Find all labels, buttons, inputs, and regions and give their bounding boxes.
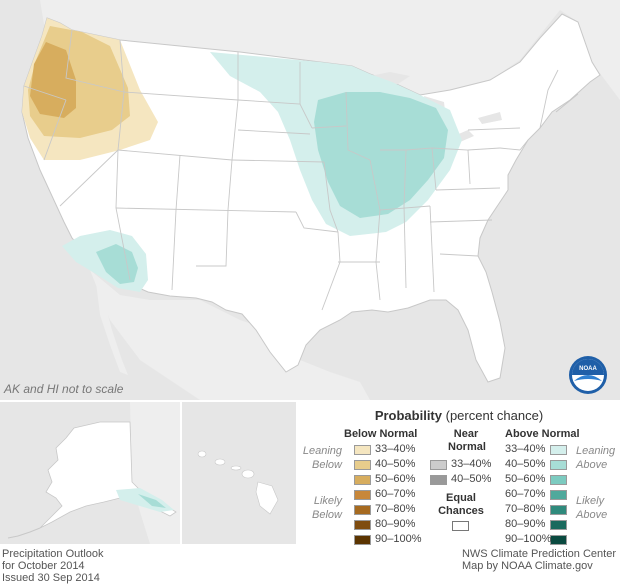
likely-below-line1: Likely — [313, 495, 342, 507]
near-label-1: 33–40% — [451, 458, 492, 470]
kauai-island — [197, 450, 207, 458]
leaning-above-line2: Above — [576, 459, 608, 471]
likely-below-line2: Below — [312, 509, 342, 521]
noaa-logo-text: NOAA — [579, 366, 597, 372]
above-normal-header: Above Normal — [505, 428, 580, 440]
alaska-map — [7, 402, 180, 544]
legend-title-bold: Probability — [374, 408, 442, 423]
source-credit: NWS Climate Prediction Center — [461, 548, 616, 560]
oahu-island — [214, 458, 226, 466]
near-header-line1: Near — [453, 428, 479, 440]
hawaii-inset — [182, 402, 296, 544]
maui-island — [241, 469, 255, 479]
near-swatch-1 — [430, 460, 447, 470]
above-label-5: 70–80% — [505, 503, 546, 515]
above-swatch-2 — [550, 460, 567, 470]
legend-title-rest: (percent chance) — [442, 408, 544, 423]
below-label-6: 80–90% — [375, 518, 416, 530]
below-swatch-3 — [354, 475, 371, 485]
equal-line2: Chances — [438, 505, 484, 517]
below-swatch-1 — [354, 445, 371, 455]
below-normal-50-60 — [30, 42, 76, 118]
issue-date: Issued 30 Sep 2014 — [2, 572, 100, 584]
below-swatch-6 — [354, 520, 371, 530]
contiguous-us-map — [21, 0, 620, 400]
leaning-below-line2: Below — [312, 459, 342, 471]
equal-chances-label: Equal Chances — [436, 492, 486, 518]
equal-chances-swatch — [452, 521, 469, 531]
above-swatch-5 — [550, 505, 567, 515]
near-label-2: 40–50% — [451, 473, 492, 485]
below-label-3: 50–60% — [375, 473, 416, 485]
probability-legend: Probability (percent chance) Below Norma… — [298, 402, 620, 545]
above-swatch-1 — [550, 445, 567, 455]
near-normal-header: Near Normal — [448, 428, 486, 454]
canada-land — [40, 0, 620, 100]
above-normal-40-50-sw — [96, 244, 138, 284]
leaning-above-line1: Leaning — [576, 445, 616, 457]
product-period: for October 2014 — [2, 560, 85, 572]
below-label-4: 60–70% — [375, 488, 416, 500]
near-swatch-2 — [430, 475, 447, 485]
hawaii-map — [197, 450, 279, 515]
product-title: Precipitation Outlook — [2, 548, 104, 560]
scale-note: AK and HI not to scale — [4, 382, 124, 396]
big-island — [255, 481, 279, 515]
likely-above-line1: Likely — [576, 495, 605, 507]
below-label-5: 70–80% — [375, 503, 416, 515]
above-label-3: 50–60% — [505, 473, 546, 485]
below-label-1: 33–40% — [375, 443, 416, 455]
below-swatch-5 — [354, 505, 371, 515]
equal-line1: Equal — [446, 492, 476, 504]
below-label-2: 40–50% — [375, 458, 416, 470]
likely-above-label: Likely Above — [576, 494, 616, 522]
above-swatch-3 — [550, 475, 567, 485]
alaska-above-normal-40-50 — [138, 494, 166, 508]
below-label-7: 90–100% — [375, 533, 422, 545]
leaning-above-label: Leaning Above — [576, 444, 616, 472]
leaning-below-line1: Leaning — [302, 445, 342, 457]
below-normal-header: Below Normal — [344, 428, 418, 440]
above-label-4: 60–70% — [505, 488, 546, 500]
below-swatch-2 — [354, 460, 371, 470]
likely-below-label: Likely Below — [300, 494, 342, 522]
noaa-logo: NOAA — [569, 356, 607, 394]
above-label-2: 40–50% — [505, 458, 546, 470]
lake-ontario — [478, 112, 502, 124]
footer-right: NWS Climate Prediction Center Map by NOA… — [462, 548, 616, 572]
near-header-line2: Normal — [448, 441, 486, 453]
main-map-panel: NOAA AK and HI not to scale — [0, 0, 620, 400]
above-swatch-7 — [550, 535, 567, 545]
alaska-inset — [0, 402, 180, 544]
above-label-6: 80–90% — [505, 518, 546, 530]
aleutian-islands — [7, 527, 41, 539]
baja-land — [96, 282, 128, 375]
canada-yukon-land — [130, 402, 180, 544]
below-swatch-4 — [354, 490, 371, 500]
state-boundaries — [23, 29, 579, 311]
footer-left: Precipitation Outlook for October 2014 I… — [2, 548, 104, 584]
above-swatch-6 — [550, 520, 567, 530]
map-credit: Map by NOAA Climate.gov — [461, 560, 593, 572]
above-label-7: 90–100% — [505, 533, 552, 545]
mexico-land — [90, 270, 370, 400]
leaning-below-label: Leaning Below — [300, 444, 342, 472]
legend-title: Probability (percent chance) — [298, 408, 620, 423]
molokai-island — [230, 465, 242, 471]
below-swatch-7 — [354, 535, 371, 545]
likely-above-line2: Above — [576, 509, 608, 521]
above-label-1: 33–40% — [505, 443, 546, 455]
above-swatch-4 — [550, 490, 567, 500]
